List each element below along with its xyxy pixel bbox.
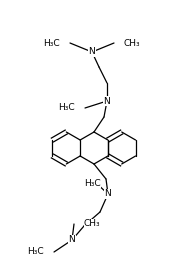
Text: CH₃: CH₃	[84, 219, 101, 229]
Text: H₃C: H₃C	[84, 179, 100, 188]
Text: N: N	[69, 236, 75, 244]
Text: N: N	[104, 96, 110, 106]
Text: H₃C: H₃C	[43, 39, 60, 47]
Text: N: N	[105, 189, 111, 199]
Text: CH₃: CH₃	[124, 39, 141, 47]
Text: N: N	[89, 47, 95, 57]
Text: H₃C: H₃C	[58, 103, 75, 113]
Text: H₃C: H₃C	[27, 248, 44, 256]
